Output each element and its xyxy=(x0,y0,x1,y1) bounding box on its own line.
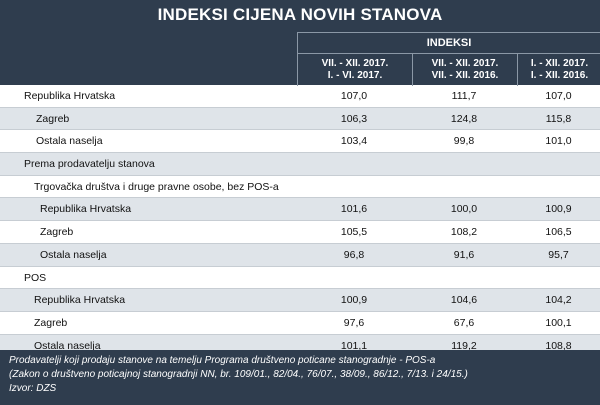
row-label: Republika Hrvatska xyxy=(40,203,132,216)
header-group-indeksi: INDEKSI xyxy=(297,32,600,53)
row-label: POS xyxy=(24,271,47,284)
cell-value: 100,0 xyxy=(450,203,478,216)
column-header-1: VII. - XII. 2017. I. - VI. 2017. xyxy=(297,53,412,86)
row-label: Ostala naselja xyxy=(34,339,101,352)
row-label: Republika Hrvatska xyxy=(34,294,126,307)
cell-value: 96,8 xyxy=(343,248,365,261)
cell-value: 106,3 xyxy=(340,112,368,125)
cell-value: 91,6 xyxy=(453,248,475,261)
table-row: Republika Hrvatska 101,6 100,0 100,9 xyxy=(0,198,600,222)
cell-value: 119,2 xyxy=(451,339,477,352)
column-header-3: I. - XII. 2017. I. - XII. 2016. xyxy=(517,53,600,86)
column-header-2: VII. - XII. 2017. VII. - XII. 2016. xyxy=(412,53,517,86)
column-header-1-line1: VII. - XII. 2017. xyxy=(321,58,389,69)
cell-value: 111,7 xyxy=(451,90,477,102)
cell-value: 124,8 xyxy=(450,112,478,125)
table-body: Republika Hrvatska 107,0 111,7 107,0 Zag… xyxy=(0,85,600,358)
table-title: INDEKSI CIJENA NOVIH STANOVA xyxy=(0,0,600,29)
cell-value: 108,2 xyxy=(450,226,478,239)
cell-value: 104,6 xyxy=(450,294,478,307)
cell-value: 97,6 xyxy=(343,316,365,329)
table-row: Ostala naselja 96,8 91,6 95,7 xyxy=(0,243,600,267)
row-label: Zagreb xyxy=(34,316,68,329)
cell-value: 107,0 xyxy=(340,90,368,102)
cell-value: 99,8 xyxy=(453,135,475,148)
cell-value: 101,0 xyxy=(545,135,572,148)
cell-value: 101,1 xyxy=(340,339,368,352)
row-label: Trgovačka društva i druge pravne osobe, … xyxy=(34,180,279,193)
cell-value: 107,0 xyxy=(545,90,572,102)
table-row: Prema prodavatelju stanova xyxy=(0,153,600,176)
cell-value: 104,2 xyxy=(545,294,572,307)
source-note: Izvor: DZS xyxy=(9,383,57,394)
cell-value: 106,5 xyxy=(545,226,572,239)
row-label: Republika Hrvatska xyxy=(24,90,116,102)
table-header: INDEKSI VII. - XII. 2017. I. - VI. 2017.… xyxy=(0,29,600,86)
column-header-2-line2: VII. - XII. 2016. xyxy=(431,70,499,81)
footnote-law: (Zakon o društveno poticajnoj stanogradn… xyxy=(9,369,468,380)
table-row: Zagreb 97,6 67,6 100,1 xyxy=(0,312,600,335)
row-label: Ostala naselja xyxy=(40,248,107,261)
table-row: POS xyxy=(0,267,600,290)
cell-value: 108,8 xyxy=(545,339,572,352)
table-row: Republika Hrvatska 107,0 111,7 107,0 xyxy=(0,85,600,108)
row-label: Zagreb xyxy=(40,226,74,239)
cell-value: 105,5 xyxy=(340,226,368,239)
column-header-2-line1: VII. - XII. 2017. xyxy=(431,58,499,69)
footnote-pos: Prodavatelji koji prodaju stanove na tem… xyxy=(9,355,436,366)
table-row: Ostala naselja 103,4 99,8 101,0 xyxy=(0,130,600,154)
cell-value: 101,6 xyxy=(340,203,368,216)
cell-value: 67,6 xyxy=(453,316,475,329)
table-row: Zagreb 105,5 108,2 106,5 xyxy=(0,221,600,244)
table-row: Trgovačka društva i druge pravne osobe, … xyxy=(0,176,600,199)
row-label: Prema prodavatelju stanova xyxy=(24,158,155,171)
row-label: Zagreb xyxy=(36,112,70,125)
cell-value: 95,7 xyxy=(548,248,569,261)
column-header-1-line2: I. - VI. 2017. xyxy=(327,70,383,81)
cell-value: 100,9 xyxy=(545,203,572,216)
table-row: Zagreb 106,3 124,8 115,8 xyxy=(0,107,600,131)
cell-value: 100,9 xyxy=(340,294,368,307)
cell-value: 115,8 xyxy=(545,112,572,125)
column-header-3-line2: I. - XII. 2016. xyxy=(530,70,589,81)
column-header-3-line1: I. - XII. 2017. xyxy=(530,58,589,69)
table-footer: Prodavatelji koji prodaju stanove na tem… xyxy=(0,350,600,405)
cell-value: 103,4 xyxy=(340,135,368,148)
table-row: Republika Hrvatska 100,9 104,6 104,2 xyxy=(0,289,600,312)
row-label: Ostala naselja xyxy=(36,135,103,148)
cell-value: 100,1 xyxy=(545,316,572,329)
